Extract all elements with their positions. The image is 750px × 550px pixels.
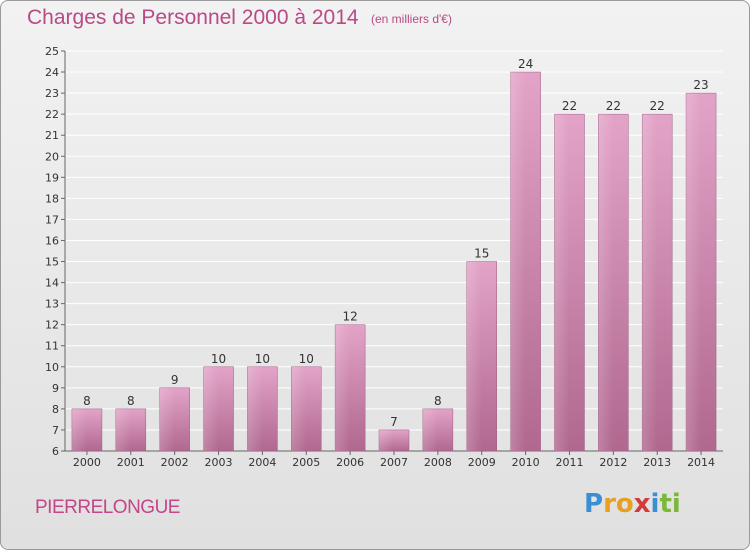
data-label: 24: [518, 57, 533, 71]
logo-letter: P: [584, 489, 604, 519]
x-tick-label: 2005: [292, 456, 320, 469]
y-tick-labels: 6 7 8 9 10 11 12 13 14 15 16 17 18 19 20 21 22 23 24 25: [45, 45, 59, 458]
data-label: 8: [127, 394, 135, 408]
data-label: 10: [299, 352, 314, 366]
bar-highlight: [554, 114, 570, 451]
y-tick-label: 9: [52, 382, 59, 395]
bar-highlight: [335, 324, 351, 451]
x-tick-label: 2012: [599, 456, 627, 469]
data-label: 7: [390, 415, 398, 429]
data-labels: 8 8 9 10 10 10 12 7 8 15 24 22 22 22 23: [83, 57, 709, 429]
logo-letter: r: [603, 489, 616, 519]
logo-letter: t: [659, 489, 672, 519]
y-tick-label: 8: [52, 403, 59, 416]
logo-letter: x: [633, 489, 651, 519]
x-tick-label: 2011: [555, 456, 583, 469]
y-tick-label: 22: [45, 108, 59, 121]
bar-highlight: [422, 408, 438, 451]
bars: [71, 71, 717, 452]
bar-highlight: [466, 261, 482, 451]
proxiti-logo: Proxiti: [584, 489, 681, 519]
x-tick-label: 2002: [161, 456, 189, 469]
data-label: 23: [693, 78, 708, 92]
bar-highlight: [379, 429, 394, 451]
bar-highlight: [686, 93, 702, 452]
data-label: 22: [606, 99, 621, 113]
x-tick-label: 2004: [248, 456, 276, 469]
y-tick-label: 18: [45, 192, 59, 205]
y-tick-label: 20: [45, 150, 59, 163]
data-label: 10: [211, 352, 226, 366]
data-label: 10: [255, 352, 270, 366]
bar-highlight: [203, 366, 219, 451]
y-tick-label: 24: [45, 66, 59, 79]
x-tick-label: 2001: [117, 456, 145, 469]
y-tick-label: 17: [45, 213, 59, 226]
x-tick-label: 2008: [424, 456, 452, 469]
data-label: 15: [474, 247, 489, 261]
bar-highlight: [598, 114, 614, 451]
data-label: 8: [83, 394, 91, 408]
logo-letter: o: [615, 489, 634, 519]
y-tick-label: 23: [45, 87, 59, 100]
y-tick-label: 7: [52, 424, 59, 437]
y-tick-label: 10: [45, 361, 59, 374]
x-tick-label: 2010: [512, 456, 540, 469]
logo-letter: i: [650, 489, 660, 519]
y-tick-label: 13: [45, 298, 59, 311]
bar-highlight: [642, 114, 658, 451]
y-tick-label: 25: [45, 45, 59, 58]
y-tick-label: 14: [45, 277, 59, 290]
bar-highlight: [159, 387, 175, 451]
x-tick-label: 2013: [643, 456, 671, 469]
y-tick-label: 19: [45, 171, 59, 184]
bar-highlight: [115, 408, 131, 451]
chart-unit: (en milliers d'€): [371, 12, 452, 26]
x-tick-label: 2009: [468, 456, 496, 469]
bar-highlight: [71, 408, 87, 451]
y-tick-label: 21: [45, 129, 59, 142]
x-tick-labels: 2000 2001 2002 2003 2004 2005 2006 2007 2008 2009…: [73, 456, 715, 469]
bar-highlight: [291, 366, 307, 451]
data-label: 8: [434, 394, 442, 408]
y-tick-label: 11: [45, 340, 59, 353]
x-tick-label: 2006: [336, 456, 364, 469]
y-tick-label: 16: [45, 234, 59, 247]
data-label: 12: [342, 310, 357, 324]
y-tick-label: 12: [45, 319, 59, 332]
bar-highlight: [247, 366, 263, 451]
data-label: 9: [171, 373, 179, 387]
bar-highlight: [510, 72, 526, 451]
x-tick-label: 2000: [73, 456, 101, 469]
x-tick-label: 2007: [380, 456, 408, 469]
logo-letter: i: [671, 489, 681, 519]
commune-name: PIERRELONGUE: [35, 497, 180, 518]
y-tick-label: 15: [45, 256, 59, 269]
x-tick-label: 2014: [687, 456, 715, 469]
chart-title: Charges de Personnel 2000 à 2014: [27, 6, 359, 29]
y-tick-label: 6: [52, 445, 59, 458]
data-label: 22: [650, 99, 665, 113]
data-label: 22: [562, 99, 577, 113]
x-tick-label: 2003: [205, 456, 233, 469]
